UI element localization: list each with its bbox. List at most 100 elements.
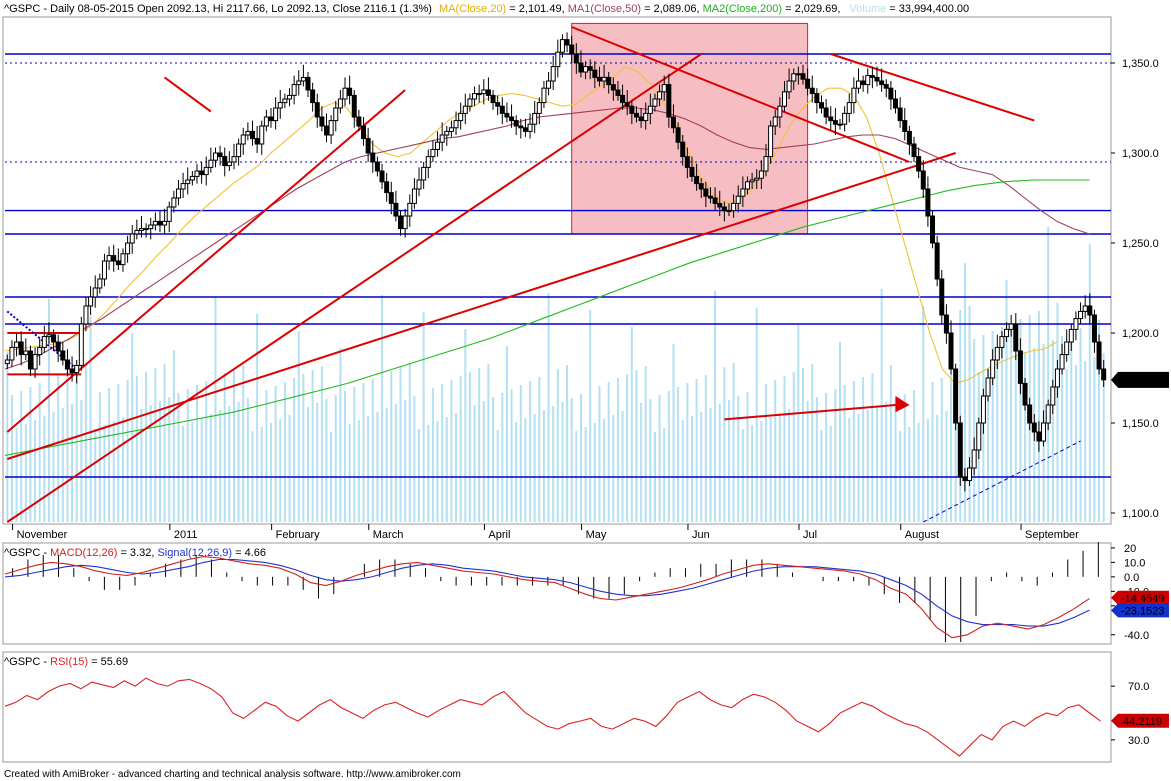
candle-body <box>194 170 200 177</box>
candle-body <box>189 175 195 181</box>
candle-body <box>666 84 672 118</box>
macd-header-prefix: ^GSPC - <box>4 547 50 559</box>
volume-bar <box>80 400 83 522</box>
candle-body <box>532 112 538 125</box>
volume-bar <box>269 423 272 522</box>
volume-bar <box>732 363 735 522</box>
candle-body <box>777 105 783 118</box>
candle-body <box>175 188 181 199</box>
volume-bar <box>1079 328 1082 522</box>
volume-bar <box>496 430 499 522</box>
candle-body <box>134 229 140 235</box>
candle-body <box>930 215 936 244</box>
volume-bar <box>1061 336 1064 522</box>
month-label: February <box>276 529 321 541</box>
volume-bar <box>723 367 726 522</box>
volume-bar <box>769 417 772 522</box>
candle-body <box>148 224 154 230</box>
volume-bar <box>320 366 323 522</box>
volume-bar <box>908 427 911 522</box>
volume-bar <box>519 385 522 522</box>
volume-bar <box>478 368 481 522</box>
macd-line <box>4 556 1090 639</box>
volume-bar <box>219 410 222 522</box>
volume-bar <box>616 378 619 522</box>
candle-body <box>990 359 996 379</box>
candle-body <box>458 112 464 122</box>
volume-bar <box>806 401 809 522</box>
candle-body <box>444 130 450 136</box>
volume-bar <box>57 375 60 522</box>
candle-body <box>569 44 575 55</box>
volume-bar <box>334 395 337 522</box>
candle-body <box>476 93 482 96</box>
candle-body <box>277 102 283 109</box>
candle-body <box>222 156 228 167</box>
rsi-tick-label: 30.0 <box>1128 735 1149 747</box>
volume-bar <box>1019 319 1022 522</box>
candle-body <box>60 350 66 361</box>
signal-last-label: -23.1523 <box>1121 605 1164 617</box>
candle-body <box>874 76 880 82</box>
volume-bar <box>843 385 846 522</box>
candle-body <box>83 305 89 325</box>
volume-bar <box>348 424 351 522</box>
candle-body <box>1087 305 1093 316</box>
candle-body <box>814 93 820 104</box>
volume-bar <box>834 389 837 522</box>
footer-credit: Created with AmiBroker - advanced charti… <box>4 769 461 780</box>
volume-bar <box>256 314 259 522</box>
volume-bar <box>145 372 148 522</box>
signal-last-marker <box>1111 603 1169 618</box>
volume-bar <box>792 372 795 522</box>
volume-bar <box>1065 369 1068 522</box>
trend-line <box>164 76 212 113</box>
volume-bar <box>274 386 277 522</box>
macd-value: = 3.32, <box>120 547 157 559</box>
volume-bar <box>89 316 92 522</box>
volume-bar <box>191 422 194 522</box>
volume-bar <box>829 426 832 522</box>
candle-body <box>472 93 478 100</box>
candle-body <box>425 156 431 168</box>
candle-body <box>624 102 630 107</box>
candle-body <box>462 105 468 114</box>
candle-body <box>291 84 297 96</box>
candle-body <box>1036 431 1042 442</box>
volume-bar <box>214 297 217 522</box>
candle-body <box>41 336 47 348</box>
candle-body <box>846 102 852 114</box>
candle-body <box>240 134 246 145</box>
candle-body <box>324 125 330 136</box>
candle-body <box>1064 341 1070 356</box>
volume-bar <box>200 418 203 522</box>
last-price-label: 1,173.97 <box>1123 375 1166 387</box>
candle-body <box>115 260 121 266</box>
macd-tick-label: 0.0 <box>1124 572 1139 584</box>
candle-body <box>370 152 376 163</box>
candle-body <box>694 175 700 185</box>
candle-body <box>92 287 98 298</box>
volume-bar <box>52 412 55 522</box>
volume-bar <box>741 429 744 522</box>
volume-bar <box>182 426 185 522</box>
volume-bar <box>820 430 823 522</box>
volume-bar <box>71 404 74 522</box>
volume-bar <box>29 387 32 522</box>
ma50-label: MA1(Close,50) <box>568 3 641 15</box>
macd-tick-label: 20 <box>1124 543 1136 555</box>
candle-body <box>786 80 792 93</box>
volume-bar <box>413 396 416 522</box>
candle-body <box>32 354 38 370</box>
candle-body <box>726 210 732 213</box>
candle-body <box>416 179 422 190</box>
candle-body <box>768 125 774 158</box>
candle-body <box>129 233 135 244</box>
volume-bar <box>542 410 545 522</box>
candle-body <box>971 449 977 469</box>
rsi-tick-label: 70.0 <box>1128 681 1149 693</box>
volume-bar <box>774 380 777 522</box>
month-label: March <box>373 529 404 541</box>
signal-value: = 4.66 <box>235 547 266 559</box>
month-label: November <box>17 529 68 541</box>
